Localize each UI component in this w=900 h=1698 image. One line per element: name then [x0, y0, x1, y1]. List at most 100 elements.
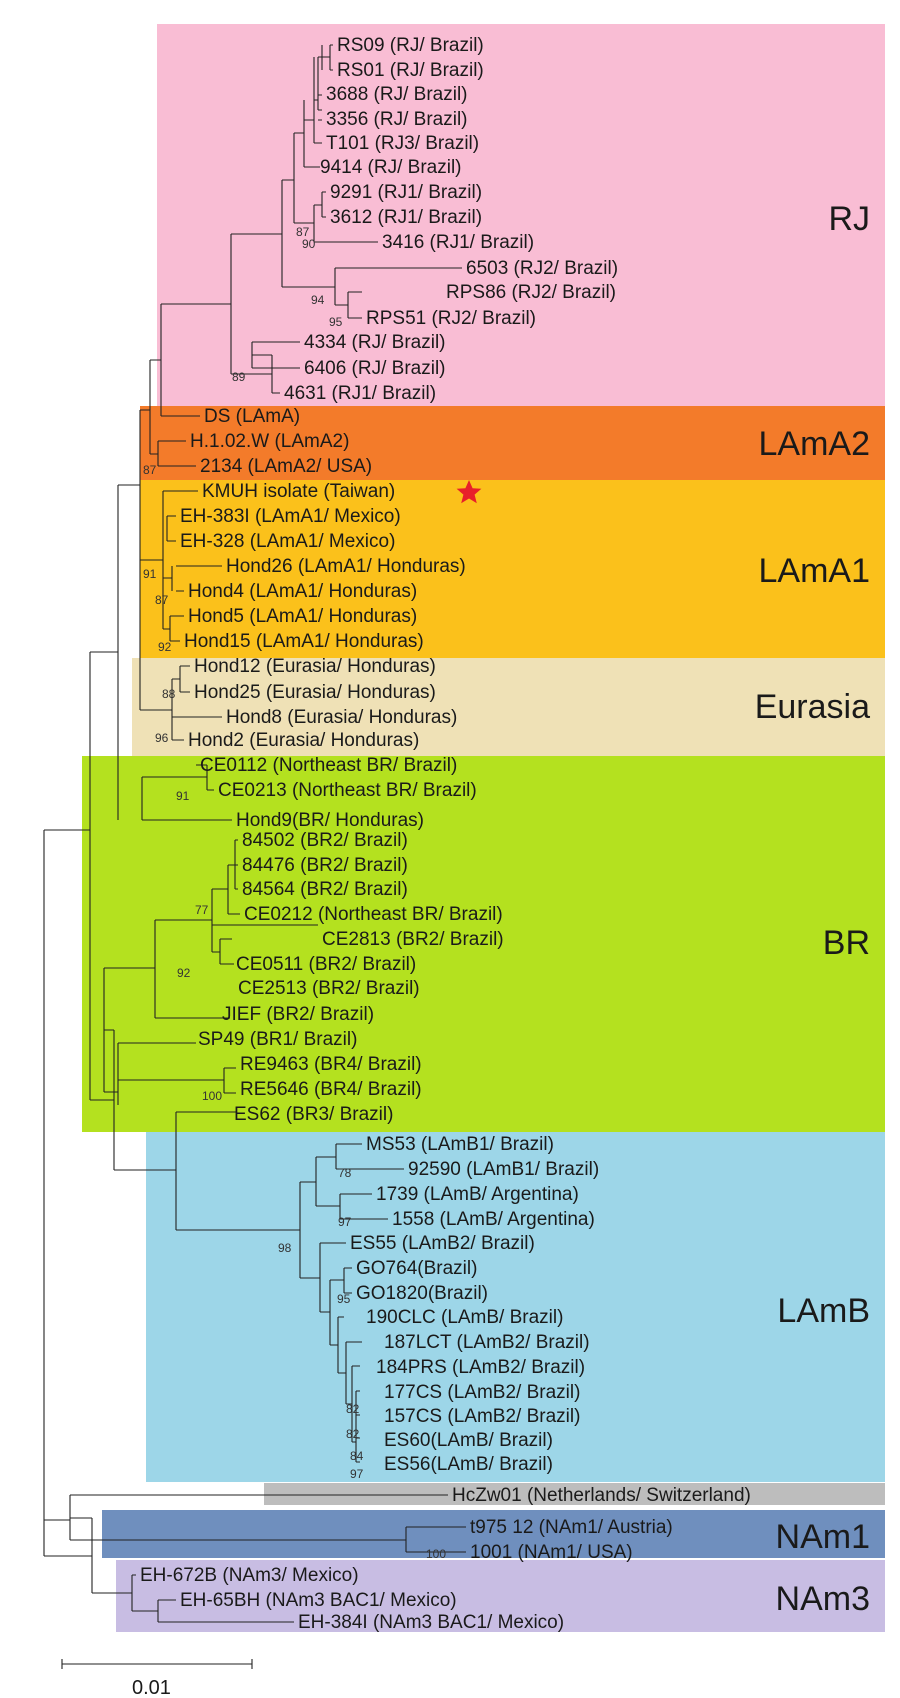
leaf-label: RE9463 (BR4/ Brazil) [240, 1054, 422, 1075]
leaf-label: Hond5 (LAmA1/ Honduras) [188, 606, 417, 627]
leaf-label: EH-383I (LAmA1/ Mexico) [180, 506, 401, 527]
bootstrap-value: 90 [302, 237, 316, 251]
leaf-label: Hond8 (Eurasia/ Honduras) [226, 707, 457, 728]
leaf-label: t975 12 (NAm1/ Austria) [470, 1517, 673, 1538]
bootstrap-value: 82 [346, 1427, 360, 1441]
leaf-label: 3356 (RJ/ Brazil) [326, 109, 468, 130]
leaf-label: RE5646 (BR4/ Brazil) [240, 1079, 422, 1100]
clade-box-br [82, 756, 885, 1132]
leaf-label: H.1.02.W (LAmA2) [190, 431, 349, 452]
clade-label-br: BR [823, 924, 870, 962]
clade-backgrounds [82, 24, 885, 1632]
clade-box-lama1 [140, 480, 885, 658]
bootstrap-value: 96 [155, 731, 169, 745]
leaf-label: ES56(LAmB/ Brazil) [384, 1454, 553, 1475]
bootstrap-value: 95 [329, 315, 343, 329]
leaf-label: 190CLC (LAmB/ Brazil) [366, 1307, 563, 1328]
clade-box-lama2 [140, 406, 885, 480]
bootstrap-value: 91 [143, 567, 157, 581]
leaf-label: EH-384I (NAm3 BAC1/ Mexico) [298, 1612, 564, 1633]
bootstrap-value: 91 [176, 789, 190, 803]
bootstrap-value: 97 [350, 1467, 364, 1481]
clade-box-nam3 [116, 1560, 885, 1632]
bootstrap-value: 78 [338, 1166, 352, 1180]
bootstrap-value: 82 [346, 1402, 360, 1416]
leaf-label: CE0112 (Northeast BR/ Brazil) [200, 755, 457, 776]
clade-label-rj: RJ [828, 200, 870, 238]
leaf-label: 6406 (RJ/ Brazil) [304, 358, 446, 379]
bootstrap-value: 87 [143, 463, 157, 477]
leaf-label: 1558 (LAmB/ Argentina) [392, 1209, 595, 1230]
leaf-label: RPS51 (RJ2/ Brazil) [366, 308, 536, 329]
clade-label-nam3: NAm3 [776, 1580, 870, 1618]
leaf-label: Hond15 (LAmA1/ Honduras) [184, 631, 424, 652]
leaf-label: 184PRS (LAmB2/ Brazil) [376, 1357, 585, 1378]
leaf-label: RS01 (RJ/ Brazil) [337, 60, 484, 81]
leaf-label: ES55 (LAmB2/ Brazil) [350, 1233, 535, 1254]
leaf-label: GO1820(Brazil) [356, 1283, 488, 1304]
bootstrap-values: 87 90 94 95 89 87 91 87 92 88 96 91 77 9… [143, 225, 446, 1561]
leaf-label: 177CS (LAmB2/ Brazil) [384, 1382, 580, 1403]
leaf-label: 157CS (LAmB2/ Brazil) [384, 1406, 580, 1427]
leaf-label: HcZw01 (Netherlands/ Switzerland) [452, 1485, 751, 1506]
leaf-label: RS09 (RJ/ Brazil) [337, 35, 484, 56]
leaf-label: Hond2 (Eurasia/ Honduras) [188, 730, 419, 751]
bootstrap-value: 92 [158, 640, 172, 654]
leaf-label: Hond9(BR/ Honduras) [236, 810, 424, 831]
leaf-label: CE2513 (BR2/ Brazil) [238, 978, 420, 999]
bootstrap-value: 95 [337, 1292, 351, 1306]
clade-box-lamb [146, 1132, 885, 1482]
clade-box-netherlands [264, 1483, 885, 1505]
clade-label-lamb: LAmB [777, 1292, 870, 1330]
leaf-label: GO764(Brazil) [356, 1258, 477, 1279]
leaf-label: SP49 (BR1/ Brazil) [198, 1029, 357, 1050]
tree-branches [43, 44, 466, 1623]
bootstrap-value: 100 [426, 1547, 446, 1561]
bootstrap-value: 77 [195, 903, 209, 917]
leaf-label: 1739 (LAmB/ Argentina) [376, 1184, 579, 1205]
leaf-label: 4334 (RJ/ Brazil) [304, 332, 446, 353]
leaf-label: 1001 (NAm1/ USA) [470, 1542, 633, 1563]
clade-box-nam1 [102, 1510, 885, 1558]
clade-label-eurasia: Eurasia [755, 688, 870, 726]
leaf-label: 187LCT (LAmB2/ Brazil) [384, 1332, 590, 1353]
leaf-label: 3688 (RJ/ Brazil) [326, 84, 468, 105]
scale-bar: 0.01 [61, 1659, 253, 1698]
leaf-label: CE0213 (Northeast BR/ Brazil) [218, 780, 477, 801]
leaf-label: 3416 (RJ1/ Brazil) [382, 232, 534, 253]
bootstrap-value: 92 [177, 966, 191, 980]
bootstrap-value: 100 [202, 1089, 222, 1103]
leaf-label: EH-672B (NAm3/ Mexico) [140, 1565, 359, 1586]
leaf-label: ES60(LAmB/ Brazil) [384, 1430, 553, 1451]
leaf-label: 6503 (RJ2/ Brazil) [466, 258, 618, 279]
leaf-label: Hond12 (Eurasia/ Honduras) [194, 656, 436, 677]
red-star-icon [456, 480, 482, 504]
bootstrap-value: 94 [311, 293, 325, 307]
leaf-label: CE0212 (Northeast BR/ Brazil) [244, 904, 503, 925]
clade-label-nam1: NAm1 [776, 1518, 870, 1556]
leaf-label: KMUH isolate (Taiwan) [202, 481, 395, 502]
leaf-labels: RS09 (RJ/ Brazil) RS01 (RJ/ Brazil) 3688… [140, 35, 751, 1633]
leaf-label: DS (LAmA) [204, 406, 300, 427]
bootstrap-value: 87 [296, 225, 310, 239]
clade-box-rj [157, 24, 885, 406]
leaf-label: 9291 (RJ1/ Brazil) [330, 182, 482, 203]
leaf-label: 92590 (LAmB1/ Brazil) [408, 1159, 599, 1180]
leaf-label: Hond4 (LAmA1/ Honduras) [188, 581, 417, 602]
clade-box-eurasia [132, 658, 885, 756]
clade-label-lama2: LAmA2 [759, 425, 871, 463]
leaf-label: EH-328 (LAmA1/ Mexico) [180, 531, 395, 552]
leaf-label: 4631 (RJ1/ Brazil) [284, 383, 436, 404]
leaf-label: CE0511 (BR2/ Brazil) [236, 954, 416, 975]
leaf-label: 84564 (BR2/ Brazil) [242, 879, 408, 900]
bootstrap-value: 97 [338, 1215, 352, 1229]
leaf-label: 9414 (RJ/ Brazil) [320, 157, 462, 178]
bootstrap-value: 84 [350, 1449, 364, 1463]
leaf-label: JIEF (BR2/ Brazil) [222, 1004, 374, 1025]
leaf-label: 84502 (BR2/ Brazil) [242, 830, 408, 851]
bootstrap-value: 98 [278, 1241, 292, 1255]
leaf-label: CE2813 (BR2/ Brazil) [322, 929, 504, 950]
bootstrap-value: 89 [232, 370, 246, 384]
leaf-label: T101 (RJ3/ Brazil) [326, 133, 479, 154]
